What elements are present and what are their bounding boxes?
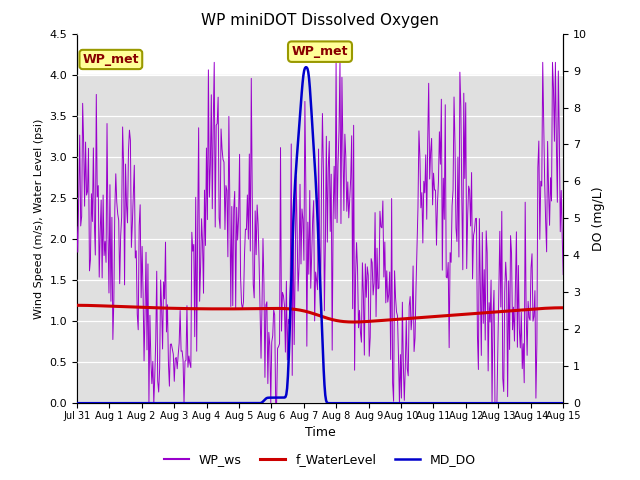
Y-axis label: DO (mg/L): DO (mg/L) — [593, 186, 605, 251]
Text: WP_met: WP_met — [83, 53, 139, 66]
Y-axis label: Wind Speed (m/s), Water Level (psi): Wind Speed (m/s), Water Level (psi) — [34, 118, 44, 319]
Text: WP_met: WP_met — [292, 45, 348, 58]
X-axis label: Time: Time — [305, 426, 335, 439]
Legend: WP_ws, f_WaterLevel, MD_DO: WP_ws, f_WaterLevel, MD_DO — [159, 448, 481, 471]
Bar — [77, 75, 563, 403]
Title: WP miniDOT Dissolved Oxygen: WP miniDOT Dissolved Oxygen — [201, 13, 439, 28]
